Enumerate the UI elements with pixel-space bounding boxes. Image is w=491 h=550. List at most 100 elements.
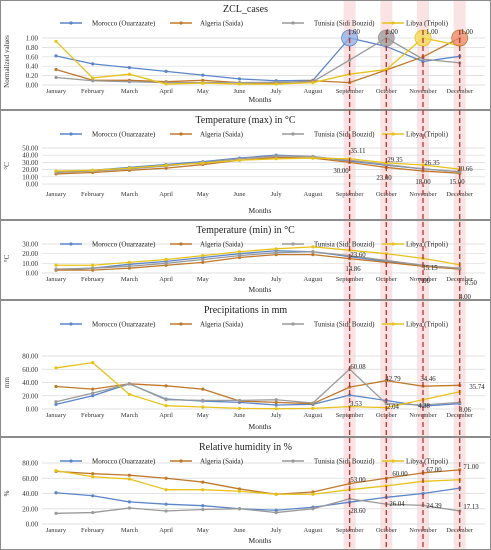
legend-entry-algeria: Algeria (Saida)	[170, 321, 244, 329]
x-tick-label: March	[121, 276, 139, 283]
data-label: 20.66	[457, 166, 473, 173]
legend-entry-tunisia: Tunisia (Sidi Bouzid)	[282, 458, 375, 466]
data-label: 8.06	[459, 407, 471, 414]
series-line-tunisia	[55, 155, 460, 174]
data-point-libya	[127, 72, 131, 76]
series-line-libya	[55, 361, 460, 410]
legend-marker	[69, 322, 73, 326]
x-tick-label: November	[409, 88, 437, 95]
legend-marker	[179, 21, 183, 25]
y-tick-label: 20.00	[22, 250, 38, 258]
data-label: 7.00	[418, 278, 430, 285]
series-line-tunisia	[55, 498, 460, 514]
x-axis-label: Months	[249, 206, 272, 215]
legend-label: Algeria (Saida)	[200, 458, 244, 466]
data-point-libya	[384, 67, 388, 72]
x-axis-label: Months	[249, 536, 272, 545]
data-point-libya	[201, 161, 205, 165]
x-tick-label: August	[304, 276, 323, 283]
legend-marker	[391, 132, 395, 136]
x-axis-label: Months	[249, 422, 272, 431]
data-point-morocco	[421, 59, 425, 64]
data-point-algeria	[458, 468, 462, 472]
y-tick-label: 30.00	[22, 241, 38, 249]
data-point-libya	[91, 475, 95, 479]
data-point-tunisia	[384, 402, 388, 406]
y-tick-label: 60.00	[22, 366, 38, 374]
series-line-algeria	[55, 469, 460, 495]
legend-label: Morocco (Ouarzazate)	[92, 131, 156, 139]
y-axis-label: °C	[3, 162, 11, 170]
y-axis-label: °C	[3, 254, 11, 262]
data-point-libya	[164, 82, 168, 86]
legend-marker	[291, 132, 295, 136]
data-point-libya	[237, 406, 242, 410]
y-tick-label: 0.00	[26, 181, 39, 189]
legend-entry-libya: Libya (Tripoli)	[382, 458, 449, 466]
data-label: 1.00	[348, 29, 360, 36]
data-label: 23.60	[350, 252, 366, 259]
y-tick-label: 0.40	[26, 63, 39, 71]
x-tick-label: August	[304, 88, 323, 95]
data-point-algeria	[201, 78, 205, 82]
legend-label: Morocco (Ouarzazate)	[92, 321, 156, 329]
legend-marker	[391, 459, 395, 463]
data-label: 28.60	[350, 508, 366, 515]
data-label: 14.86	[345, 266, 361, 273]
legend-marker	[179, 459, 183, 463]
data-point-tunisia	[237, 398, 242, 402]
data-point-tunisia	[54, 75, 58, 80]
x-tick-label: March	[121, 527, 139, 534]
legend-label: Algeria (Saida)	[200, 241, 244, 249]
data-point-libya	[274, 492, 278, 496]
data-point-libya	[274, 247, 278, 251]
data-label: 2.04	[387, 404, 399, 411]
data-point-tunisia	[274, 398, 278, 402]
data-point-algeria	[201, 260, 205, 264]
series-line-algeria	[56, 253, 460, 271]
data-label: 1.00	[461, 29, 473, 36]
data-point-morocco	[91, 62, 95, 66]
y-tick-label: 0.20	[26, 72, 39, 80]
y-tick-label: 80.00	[22, 460, 38, 468]
data-point-libya	[237, 250, 242, 254]
data-point-algeria	[348, 385, 352, 389]
legend-entry-tunisia: Tunisia (Sidi Bouzid)	[282, 131, 375, 139]
x-tick-label: May	[197, 412, 210, 419]
legend-entry-algeria: Algeria (Saida)	[170, 131, 244, 139]
data-point-tunisia	[91, 510, 95, 515]
x-tick-label: May	[197, 527, 210, 534]
legend-marker	[69, 21, 73, 25]
data-point-libya	[127, 260, 131, 264]
chart-title: ZCL_cases	[223, 4, 268, 15]
y-tick-label: 10.00	[22, 173, 38, 181]
data-label: 30.00	[333, 168, 349, 175]
legend-entry-libya: Libya (Tripoli)	[382, 241, 449, 249]
y-tick-label: 20.00	[22, 392, 38, 400]
y-axis-label: %	[3, 490, 11, 496]
legend-label: Libya (Tripoli)	[406, 131, 449, 139]
data-point-libya	[311, 81, 315, 85]
data-label: 4.00	[459, 294, 471, 301]
series-line-libya	[55, 469, 460, 495]
data-point-tunisia	[384, 258, 388, 263]
data-point-morocco	[201, 504, 205, 508]
y-tick-label: 20.00	[22, 505, 38, 513]
x-tick-label: September	[336, 88, 365, 95]
data-point-tunisia	[458, 170, 462, 174]
x-tick-label: June	[234, 276, 246, 283]
x-tick-label: March	[121, 412, 139, 419]
x-tick-label: May	[197, 88, 210, 95]
x-tick-label: April	[159, 88, 173, 95]
x-tick-label: March	[121, 88, 139, 95]
legend-label: Libya (Tripoli)	[406, 321, 449, 329]
legend-label: Morocco (Ouarzazate)	[92, 458, 156, 466]
data-point-tunisia	[54, 400, 58, 404]
legend-entry-algeria: Algeria (Saida)	[170, 20, 244, 28]
data-point-libya	[311, 492, 315, 496]
data-point-algeria	[274, 400, 278, 404]
data-point-morocco	[127, 500, 131, 504]
legend-label: Tunisia (Sidi Bouzid)	[314, 241, 375, 249]
x-tick-label: January	[46, 191, 67, 198]
data-label: 60.08	[350, 364, 366, 371]
